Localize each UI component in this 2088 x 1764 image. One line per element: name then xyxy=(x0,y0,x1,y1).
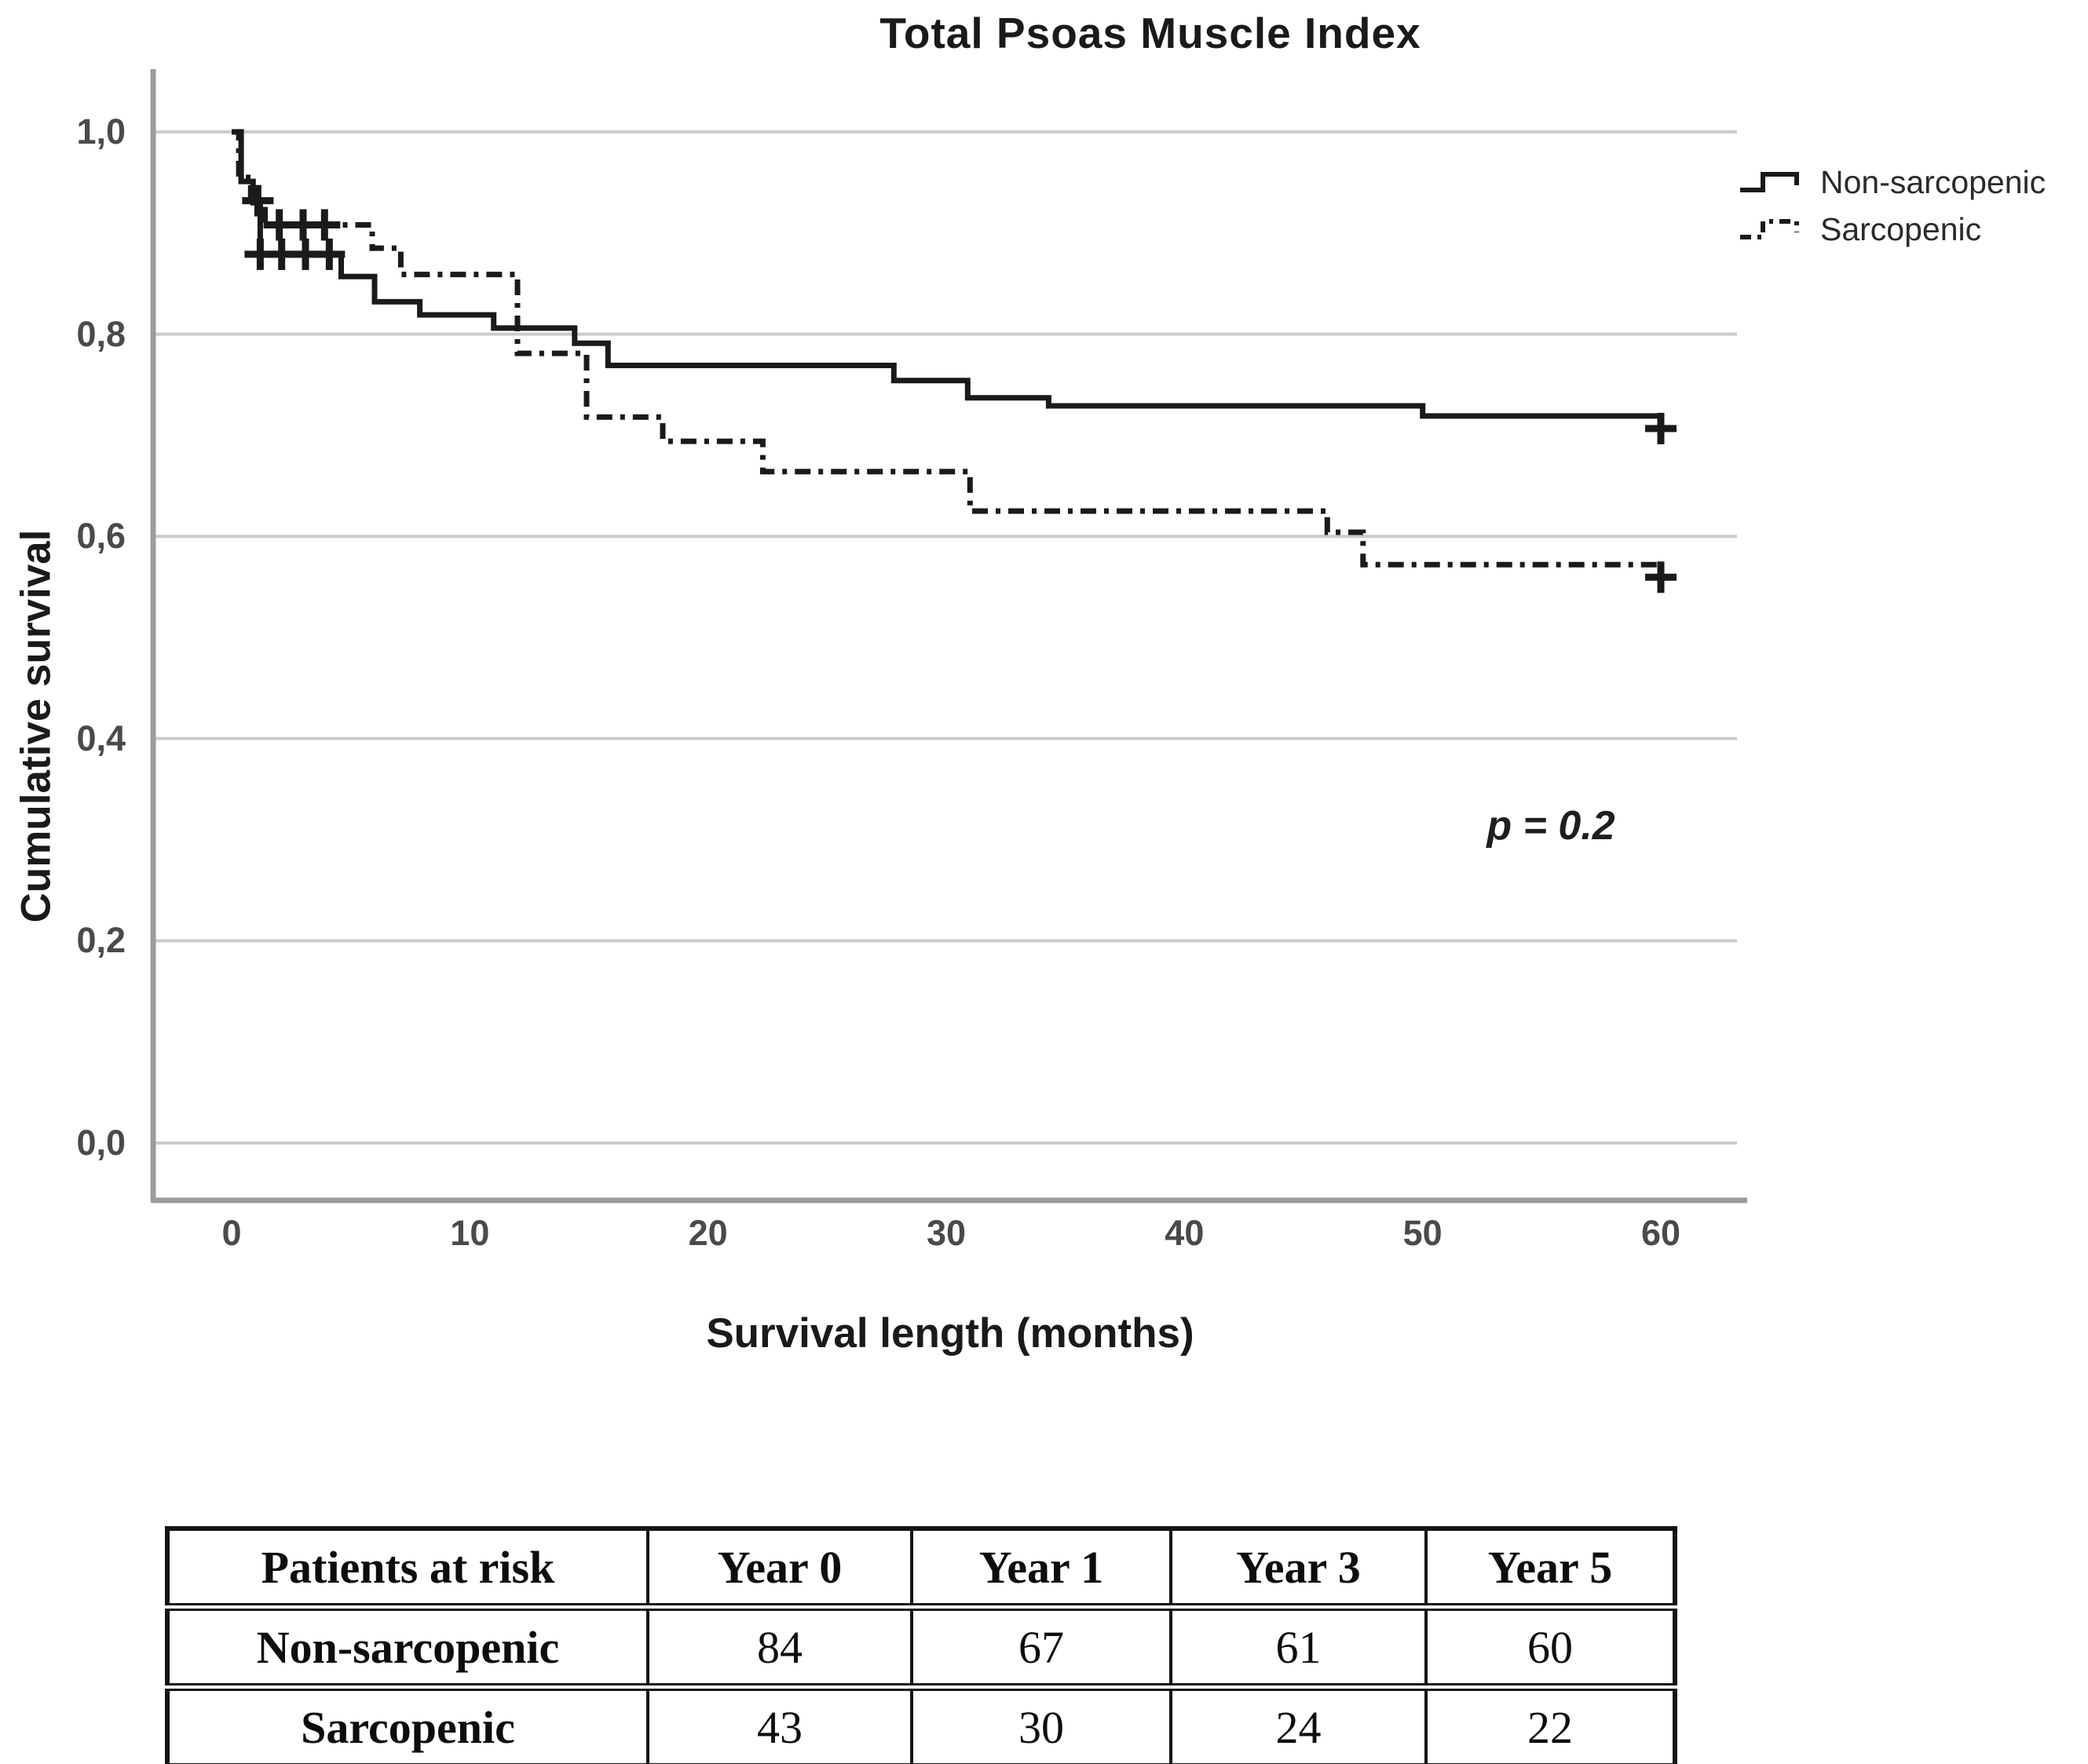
risk-table-cell: 24 xyxy=(1169,1683,1428,1764)
risk-table-header: Year 3 xyxy=(1169,1527,1428,1609)
risk-table-row-label: Non-sarcopenic xyxy=(166,1603,649,1689)
patients-at-risk-table: Patients at risk Year 0 Year 1 Year 3 Year 5… xyxy=(165,1526,1677,1764)
risk-table-cell: 22 xyxy=(1424,1683,1677,1764)
legend: Non-sarcopenic Sarcopenic xyxy=(1737,159,2046,253)
legend-item-non-sarcopenic: Non-sarcopenic xyxy=(1737,159,2046,206)
x-tick-label: 10 xyxy=(450,1213,490,1253)
km-plot-canvas xyxy=(150,69,1747,1203)
risk-table-row-non-sarcopenic: Non-sarcopenic 84 67 61 60 xyxy=(166,1603,1677,1689)
risk-table-header: Year 0 xyxy=(646,1527,913,1609)
censor-mark-sarcopenic xyxy=(309,209,341,241)
censor-mark-non-sarcopenic xyxy=(1645,412,1677,444)
risk-table-cell: 43 xyxy=(646,1683,913,1764)
risk-table-cell: 67 xyxy=(910,1603,1172,1689)
legend-dashed-line-icon xyxy=(1740,219,1799,239)
x-tick-label: 40 xyxy=(1165,1213,1205,1253)
y-tick-label: 0,2 xyxy=(76,920,126,961)
risk-table-row-sarcopenic: Sarcopenic 43 30 24 22 xyxy=(166,1683,1677,1764)
chart-title: Total Psoas Muscle Index xyxy=(879,9,1421,57)
risk-table-cell: 84 xyxy=(646,1603,913,1689)
legend-solid-line-icon xyxy=(1740,172,1799,192)
censor-mark-sarcopenic xyxy=(1645,561,1677,593)
risk-table-cell: 61 xyxy=(1169,1603,1428,1689)
risk-table-cell: 60 xyxy=(1424,1603,1677,1689)
legend-item-sarcopenic: Sarcopenic xyxy=(1737,206,2046,253)
legend-label: Sarcopenic xyxy=(1820,210,1982,247)
risk-table-cell: 30 xyxy=(910,1683,1172,1764)
y-tick-label: 0,6 xyxy=(76,516,126,557)
censor-mark-non-sarcopenic xyxy=(313,238,346,270)
km-curve-sarcopenic xyxy=(232,129,1661,568)
y-tick-label: 0,8 xyxy=(76,313,126,354)
legend-label: Non-sarcopenic xyxy=(1820,163,2046,200)
y-tick-label: 0,0 xyxy=(76,1123,126,1163)
censor-mark-sarcopenic xyxy=(242,184,274,217)
y-tick-label: 0,4 xyxy=(76,718,126,758)
y-tick-label: 1,0 xyxy=(76,111,126,152)
x-axis-title: Survival length (months) xyxy=(706,1310,1194,1357)
risk-table-header-row: Patients at risk Year 0 Year 1 Year 3 Year 5 xyxy=(166,1527,1677,1609)
risk-table-header: Year 1 xyxy=(910,1527,1172,1609)
risk-table-row-label: Sarcopenic xyxy=(166,1683,649,1764)
x-tick-label: 60 xyxy=(1640,1213,1681,1253)
risk-table-header: Patients at risk xyxy=(166,1527,649,1609)
p-value-annotation: p = 0.2 xyxy=(1486,803,1615,849)
risk-table-header: Year 5 xyxy=(1424,1527,1677,1609)
x-tick-label: 50 xyxy=(1402,1213,1443,1253)
axis-frame xyxy=(150,69,1747,1203)
x-tick-label: 0 xyxy=(221,1213,242,1253)
x-tick-label: 30 xyxy=(926,1213,967,1253)
km-curve-non-sarcopenic xyxy=(232,129,1661,419)
x-tick-label: 20 xyxy=(688,1213,728,1253)
